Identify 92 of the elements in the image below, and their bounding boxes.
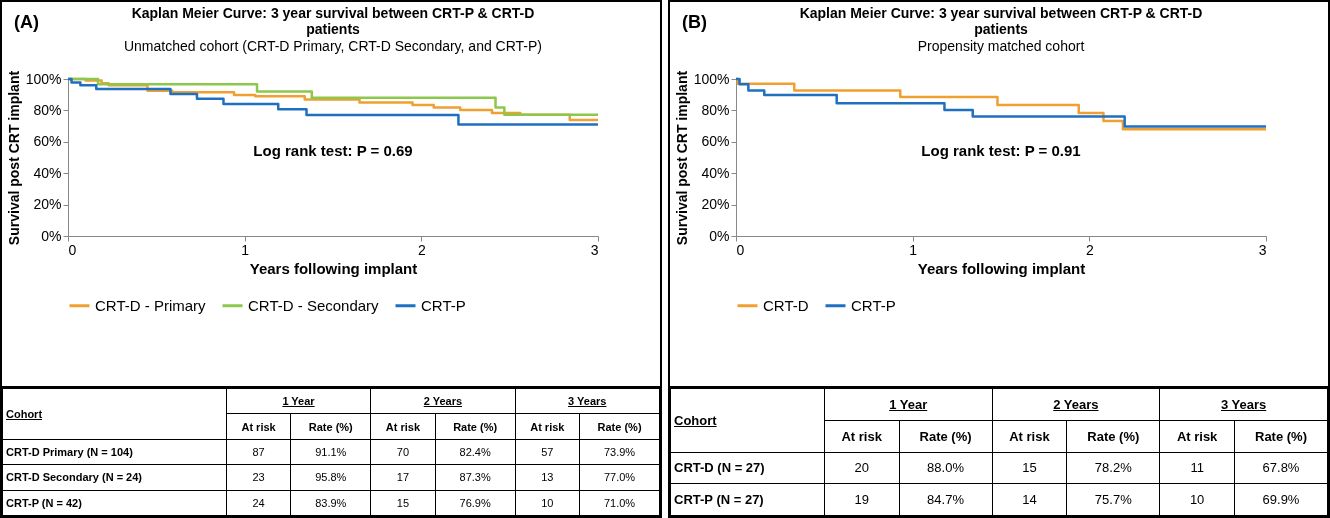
category-label: CRT-D Secondary (N = 24): [6, 471, 143, 484]
y-tick-label: 100%: [693, 70, 730, 87]
text: 15: [396, 496, 410, 509]
legend-label: CRT-P: [851, 296, 896, 314]
text: 76.9%: [459, 496, 491, 509]
text: 73.9%: [603, 445, 636, 458]
legend-label: CRT-D: [763, 296, 809, 314]
y-tick-label: 40%: [701, 164, 730, 181]
text: Cohort: [2, 388, 227, 440]
chart-subtitle: Propensity matched cohort: [917, 38, 1085, 55]
category-label: CRT-D (N = 27): [674, 460, 765, 476]
x-tick-label: 2: [417, 241, 426, 258]
y-tick-label: 80%: [33, 101, 62, 118]
category-label: Rate (%): [435, 413, 516, 440]
text: 2 Years: [992, 388, 1160, 421]
text: 77.0%: [603, 471, 636, 484]
x-tick-label: 0: [68, 241, 77, 258]
text: 13: [541, 471, 554, 484]
text: 10: [541, 496, 554, 509]
y-tick-label: 20%: [701, 196, 730, 213]
category-label: Rate (%): [1066, 420, 1160, 452]
text: 87.3%: [459, 471, 491, 484]
legend-label: CRT-D - Primary: [95, 296, 207, 314]
legend-label: CRT-P: [421, 296, 466, 314]
x-tick-label: 1: [241, 241, 250, 258]
y-tick-label: 20%: [33, 196, 62, 213]
text: 3 Years: [1159, 388, 1328, 421]
y-axis-title: Survival post CRT implant: [673, 70, 690, 246]
text: 82.4%: [459, 445, 491, 458]
x-tick-label: 0: [736, 241, 745, 258]
text: 24: [252, 496, 265, 509]
text: 2 Years: [370, 388, 516, 414]
category-label: CRT-P (N = 27): [674, 492, 764, 508]
text: Cohort: [670, 388, 825, 452]
text: 1 Year: [226, 388, 371, 414]
x-tick-label: 2: [1085, 241, 1094, 258]
chart-title: Kaplan Meier Curve: 3 year survival between CRT-P & CRT-D patients: [799, 5, 1203, 38]
text: 84.7%: [927, 492, 964, 508]
text: 69.9%: [1262, 492, 1300, 508]
y-axis-title: Survival post CRT implant: [5, 70, 22, 246]
y-tick-label: 40%: [33, 164, 62, 181]
text: 10: [1189, 492, 1205, 508]
category-label: CRT-D Primary (N = 104): [6, 445, 133, 458]
category-label: At risk: [1159, 420, 1235, 452]
category-label: Rate (%): [899, 420, 993, 452]
y-tick-label: 60%: [701, 133, 730, 150]
text: 3 Years: [515, 388, 660, 414]
legend-label: CRT-D - Secondary: [248, 296, 380, 314]
text: 19: [854, 492, 869, 508]
x-axis-title: Years following implant: [917, 259, 1086, 277]
x-tick-label: 1: [909, 241, 918, 258]
text: 91.1%: [315, 445, 347, 458]
text: 11: [1190, 460, 1204, 476]
x-axis-title: Years following implant: [249, 259, 418, 277]
x-tick-label: 3: [1258, 241, 1267, 258]
text: 71.0%: [603, 496, 636, 509]
text: 70: [396, 445, 410, 458]
text: 83.9%: [315, 496, 347, 509]
text: 15: [1022, 460, 1037, 476]
category-label: At risk: [515, 413, 580, 440]
annotation: Log rank test: P = 0.69: [253, 142, 413, 159]
text: 88.0%: [927, 460, 964, 476]
text: 67.8%: [1262, 460, 1300, 476]
annotation: Log rank test: P = 0.91: [921, 142, 1081, 159]
category-label: At risk: [992, 420, 1067, 452]
text: (B): [682, 12, 707, 33]
y-tick-label: 0%: [709, 227, 730, 244]
text: 17: [396, 471, 410, 484]
text: 57: [541, 445, 554, 458]
x-tick-label: 3: [590, 241, 599, 258]
category-label: Rate (%): [1234, 420, 1328, 452]
text: 14: [1022, 492, 1037, 508]
text: 23: [252, 471, 265, 484]
chart-title: Kaplan Meier Curve: 3 year survival between CRT-P & CRT-D patients: [131, 5, 535, 38]
category-label: At risk: [824, 420, 900, 452]
text: 1 Year: [824, 388, 993, 421]
text: 87: [252, 445, 265, 458]
text: 75.7%: [1094, 492, 1132, 508]
y-tick-label: 60%: [33, 133, 62, 150]
y-tick-label: 0%: [41, 227, 62, 244]
category-label: At risk: [226, 413, 291, 440]
category-label: At risk: [370, 413, 436, 440]
category-label: Rate (%): [290, 413, 371, 440]
category-label: Rate (%): [579, 413, 660, 440]
category-label: CRT-P (N = 42): [6, 496, 82, 509]
text: 78.2%: [1094, 460, 1132, 476]
y-tick-label: 100%: [25, 70, 62, 87]
text: (A): [14, 12, 39, 33]
text: 95.8%: [315, 471, 347, 484]
text: 20: [854, 460, 869, 476]
y-tick-label: 80%: [701, 101, 730, 118]
chart-subtitle: Unmatched cohort (CRT-D Primary, CRT-D Secondary, and CRT-P): [123, 38, 543, 55]
